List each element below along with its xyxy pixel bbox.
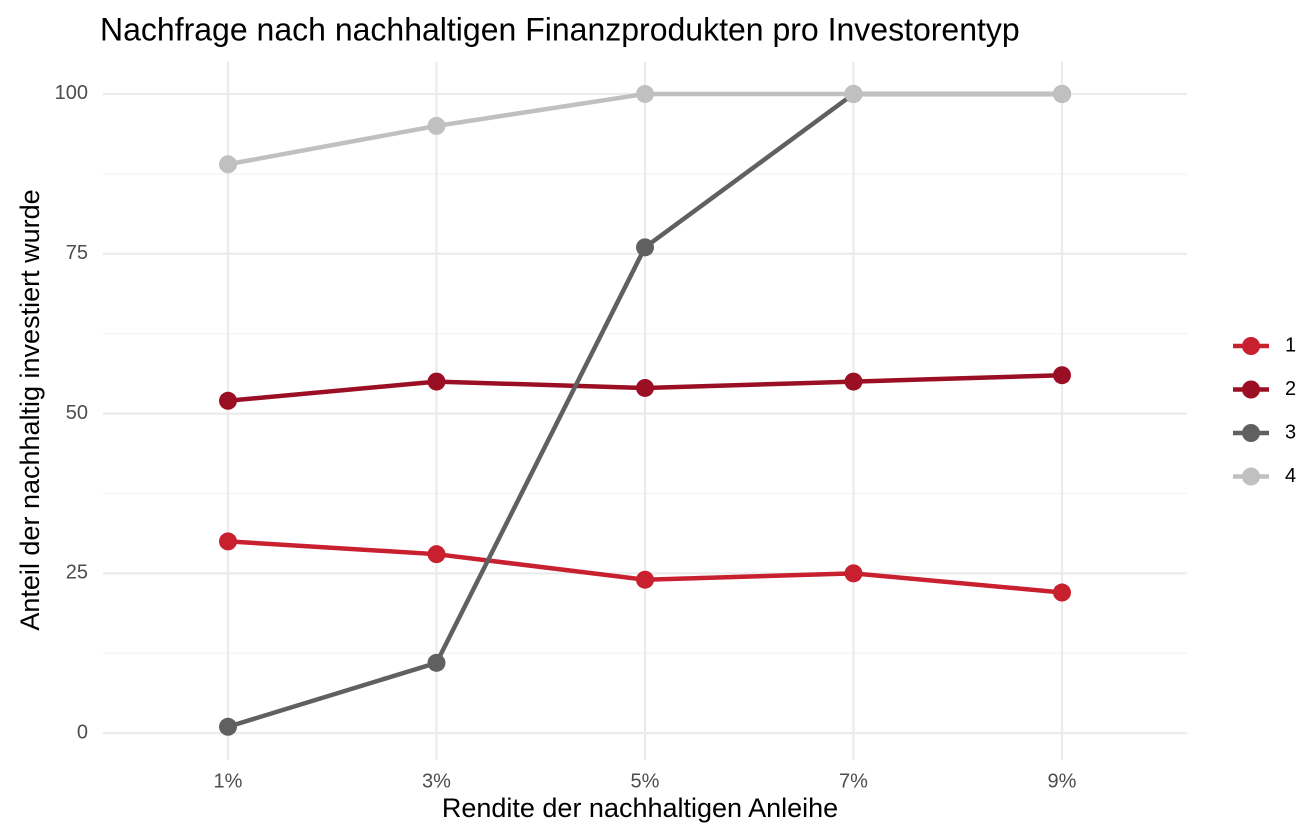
data-point [636, 570, 654, 589]
y-tick-label: 50 [66, 402, 88, 424]
data-point [427, 653, 446, 672]
legend-label: 2 [1285, 378, 1296, 400]
legend-dot [1242, 380, 1260, 399]
data-point [636, 238, 654, 257]
x-tick-label: 7% [839, 770, 868, 792]
y-tick-label: 25 [66, 562, 88, 584]
y-axis-title: Anteil der nachhaltig investiert wurde [15, 189, 45, 630]
x-tick-label: 3% [422, 770, 451, 792]
chart-title: Nachfrage nach nachhaltigen Finanzproduk… [100, 11, 1020, 47]
x-tick-label: 1% [214, 770, 243, 792]
data-point [1053, 366, 1071, 385]
y-tick-label: 75 [66, 242, 88, 264]
y-tick-label: 0 [77, 721, 88, 743]
data-point [636, 378, 654, 397]
x-tick-label: 5% [631, 770, 660, 792]
data-point [1053, 84, 1071, 103]
legend-dot [1242, 467, 1260, 486]
data-point [636, 84, 654, 103]
legend-dot [1242, 337, 1260, 355]
legend-dot [1242, 424, 1260, 442]
data-point [427, 545, 446, 564]
data-point [219, 155, 237, 174]
legend-label: 1 [1285, 334, 1296, 356]
data-point [1053, 583, 1071, 602]
data-point [427, 372, 446, 391]
y-tick-label: 100 [55, 82, 88, 104]
data-point [844, 372, 863, 391]
x-axis-title: Rendite der nachhaltigen Anleihe [442, 793, 838, 823]
x-tick-label: 9% [1048, 770, 1077, 792]
legend-label: 3 [1285, 421, 1296, 443]
data-point [219, 391, 237, 410]
data-point [219, 717, 237, 736]
data-point [427, 116, 446, 135]
legend-label: 4 [1285, 465, 1296, 487]
data-point [219, 532, 237, 551]
data-point [844, 564, 863, 583]
data-point [844, 84, 863, 103]
